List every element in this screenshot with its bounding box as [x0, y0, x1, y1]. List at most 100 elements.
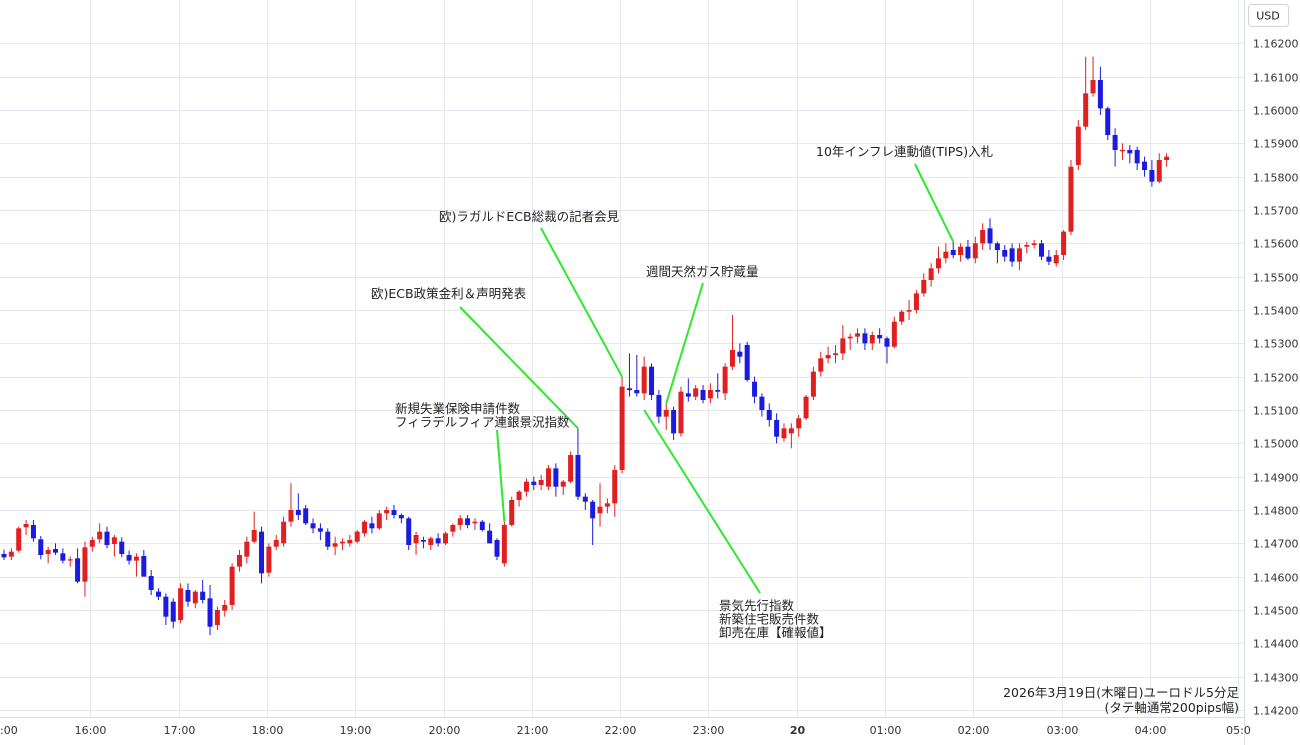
candle-body	[832, 353, 838, 355]
candle	[457, 515, 463, 530]
candle-body	[185, 590, 191, 602]
candle	[1002, 245, 1008, 262]
y-tick-label: 1.16200	[1253, 38, 1299, 51]
candle-body	[23, 524, 29, 528]
candle	[126, 550, 132, 565]
candle	[825, 346, 831, 364]
x-tick-label: 04:00	[1135, 724, 1167, 737]
candle	[1149, 160, 1155, 187]
candle-body	[163, 596, 169, 617]
y-tick-label: 1.14700	[1253, 538, 1299, 551]
candle	[398, 513, 404, 524]
x-tick-label: 19:00	[340, 724, 372, 737]
candle	[236, 550, 242, 572]
annotation-label: フィラデルフィア連銀景況指数	[395, 415, 570, 430]
candle	[369, 516, 375, 534]
candle-body	[781, 428, 787, 439]
candle-body	[921, 280, 927, 294]
candle-body	[501, 525, 507, 564]
candle-body	[523, 481, 529, 492]
candle	[229, 563, 235, 610]
candle-body	[774, 420, 780, 437]
candle-body	[281, 521, 287, 544]
candle	[420, 536, 426, 549]
annotation-line	[643, 409, 761, 594]
candle-body	[619, 386, 625, 470]
candle-body	[67, 559, 73, 561]
x-tick-label: 16:00	[75, 724, 107, 737]
y-tick-label: 1.14200	[1253, 705, 1299, 718]
candle-body	[53, 549, 59, 553]
candle-body	[906, 310, 912, 312]
candle-body	[1016, 248, 1022, 262]
candle-body	[729, 350, 735, 367]
candle-body	[869, 335, 875, 344]
candle	[1105, 106, 1111, 140]
candle	[354, 530, 360, 544]
candle	[384, 506, 390, 520]
candle	[906, 300, 912, 320]
candle-body	[612, 470, 618, 504]
candle-body	[722, 366, 728, 394]
candle	[796, 415, 802, 437]
candle	[766, 403, 772, 427]
candle	[347, 535, 353, 547]
candle-body	[546, 468, 552, 487]
candle	[560, 480, 566, 495]
candle-body	[1046, 256, 1052, 262]
currency-label: USD	[1256, 10, 1280, 23]
time-axis: :00 16:00 17:00 18:00 19:00 20:00 21:00 22:00 23…	[0, 724, 1251, 737]
candle-body	[1149, 170, 1155, 182]
candle	[317, 523, 323, 540]
candle	[950, 241, 956, 259]
candle-body	[965, 246, 971, 259]
candle	[1134, 146, 1140, 170]
candle	[185, 583, 191, 607]
candle	[111, 535, 117, 557]
candle	[273, 535, 279, 550]
candle	[1068, 160, 1074, 235]
candle	[251, 511, 257, 544]
candle	[310, 518, 316, 534]
candle-body	[553, 468, 559, 487]
candle	[60, 548, 66, 564]
candle-body	[759, 396, 765, 410]
candle-body	[737, 351, 743, 357]
candle	[200, 580, 206, 604]
candle-body	[855, 333, 861, 337]
candle-body	[413, 535, 419, 544]
candle-body	[1142, 161, 1148, 170]
candle	[259, 526, 265, 584]
candle	[67, 556, 73, 567]
candle	[443, 531, 448, 545]
y-tick-label: 1.14900	[1253, 472, 1299, 485]
currency-badge[interactable]	[1248, 4, 1289, 27]
candle	[884, 336, 890, 364]
candle-body	[236, 555, 242, 567]
candle-body	[266, 546, 272, 573]
candle	[722, 363, 728, 400]
candle-body	[38, 539, 44, 555]
candle	[133, 553, 139, 577]
candle	[877, 328, 883, 344]
candle-body	[104, 531, 110, 545]
candle-body	[936, 258, 942, 269]
candle	[1097, 66, 1103, 115]
candle	[450, 523, 456, 537]
candle	[1083, 56, 1089, 130]
candle	[671, 406, 677, 440]
candle	[958, 243, 964, 262]
candle	[16, 526, 22, 553]
candle-body	[715, 390, 721, 392]
candle	[891, 316, 897, 349]
candle-body	[877, 335, 883, 339]
candle	[1075, 120, 1081, 170]
candle-body	[1164, 156, 1170, 160]
chart-caption-line-2: (タテ軸通常200pips幅)	[1105, 700, 1239, 715]
y-tick-label: 1.15800	[1253, 172, 1299, 185]
candle	[987, 218, 993, 250]
candle-body	[994, 243, 1000, 250]
candle-body	[1061, 231, 1067, 255]
candle-body	[30, 525, 36, 539]
